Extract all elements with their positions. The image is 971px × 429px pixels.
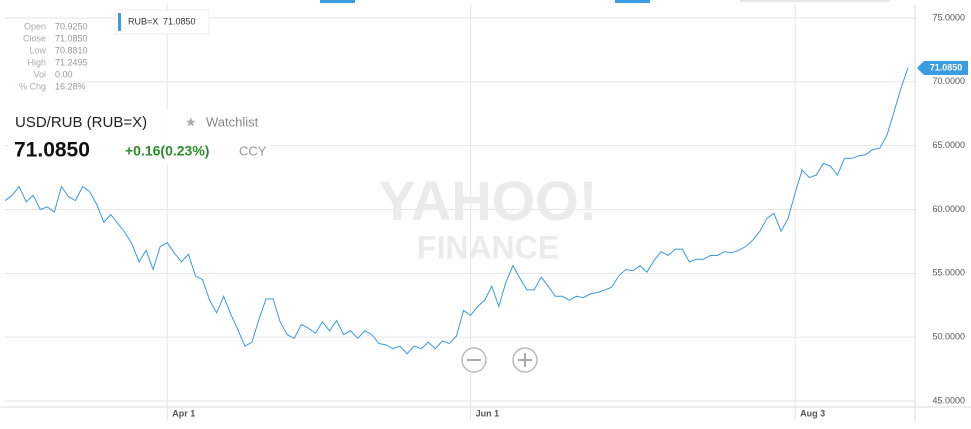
y-tick-label: 65.0000 (932, 140, 965, 150)
y-tick-label: 70.0000 (932, 76, 965, 86)
watchlist-star[interactable]: ★ (185, 114, 197, 129)
watermark-sub: FINANCE (417, 229, 559, 265)
x-tick-label: Jun 1 (476, 408, 500, 418)
ohlc-key: High (27, 57, 46, 67)
ohlc-panel: Open 70.9250 Close 71.0850 Low 70.8810 H… (5, 20, 88, 98)
watchlist-button[interactable]: Watchlist (206, 114, 259, 129)
tab-indicator (320, 0, 355, 3)
quote-bg (8, 110, 270, 165)
last-price-tag (917, 60, 968, 75)
tab-indicator (615, 0, 650, 3)
plot: 71.0850 (4, 60, 968, 355)
ohlc-key: Vol (33, 69, 46, 79)
watermark-logo: YAHOO! (379, 169, 598, 232)
legend-name: RUB=X (128, 16, 158, 26)
legend: RUB=X 71.0850 (114, 9, 210, 35)
x-tick-label: Aug 3 (800, 408, 825, 418)
ohlc-key: Low (29, 45, 46, 55)
ohlc-value: 71.2495 (55, 57, 88, 67)
y-tick-label: 55.0000 (932, 268, 965, 278)
y-tick-label: 45.0000 (932, 395, 965, 405)
ohlc-bg (5, 20, 67, 98)
tab-indicator (740, 0, 890, 2)
quote-price: 71.0850 (14, 139, 90, 162)
y-tick-label: 75.0000 (932, 12, 965, 22)
legend-swatch (118, 13, 121, 31)
ohlc-value: 70.8810 (55, 45, 88, 55)
y-tick-label: 60.0000 (932, 204, 965, 214)
ohlc-value: 70.9250 (55, 21, 88, 31)
watermark: YAHOO! FINANCE (379, 169, 598, 266)
price-line (4, 67, 909, 355)
ohlc-key: Close (23, 33, 46, 43)
ohlc-key: Open (24, 21, 46, 31)
quote-currency: CCY (239, 143, 267, 158)
quote-change: +0.16(0.23%) (125, 143, 209, 159)
quote-symbol: USD/RUB (RUB=X) (15, 114, 147, 131)
zoom-controls (461, 347, 538, 373)
x-tick-label: Apr 1 (172, 408, 195, 418)
last-price-label: 71.0850 (930, 62, 963, 72)
ohlc-value: 0.00 (55, 69, 73, 79)
y-tick-label: 50.0000 (932, 332, 965, 342)
ohlc-value: 71.0850 (55, 33, 88, 43)
quote-header: USD/RUB (RUB=X) ★ Watchlist 71.0850 +0.1… (8, 110, 270, 165)
legend-box (114, 9, 210, 35)
ohlc-key: % Chg (19, 81, 46, 91)
ohlc-value: 16.28% (55, 81, 86, 91)
legend-value: 71.0850 (163, 16, 196, 26)
